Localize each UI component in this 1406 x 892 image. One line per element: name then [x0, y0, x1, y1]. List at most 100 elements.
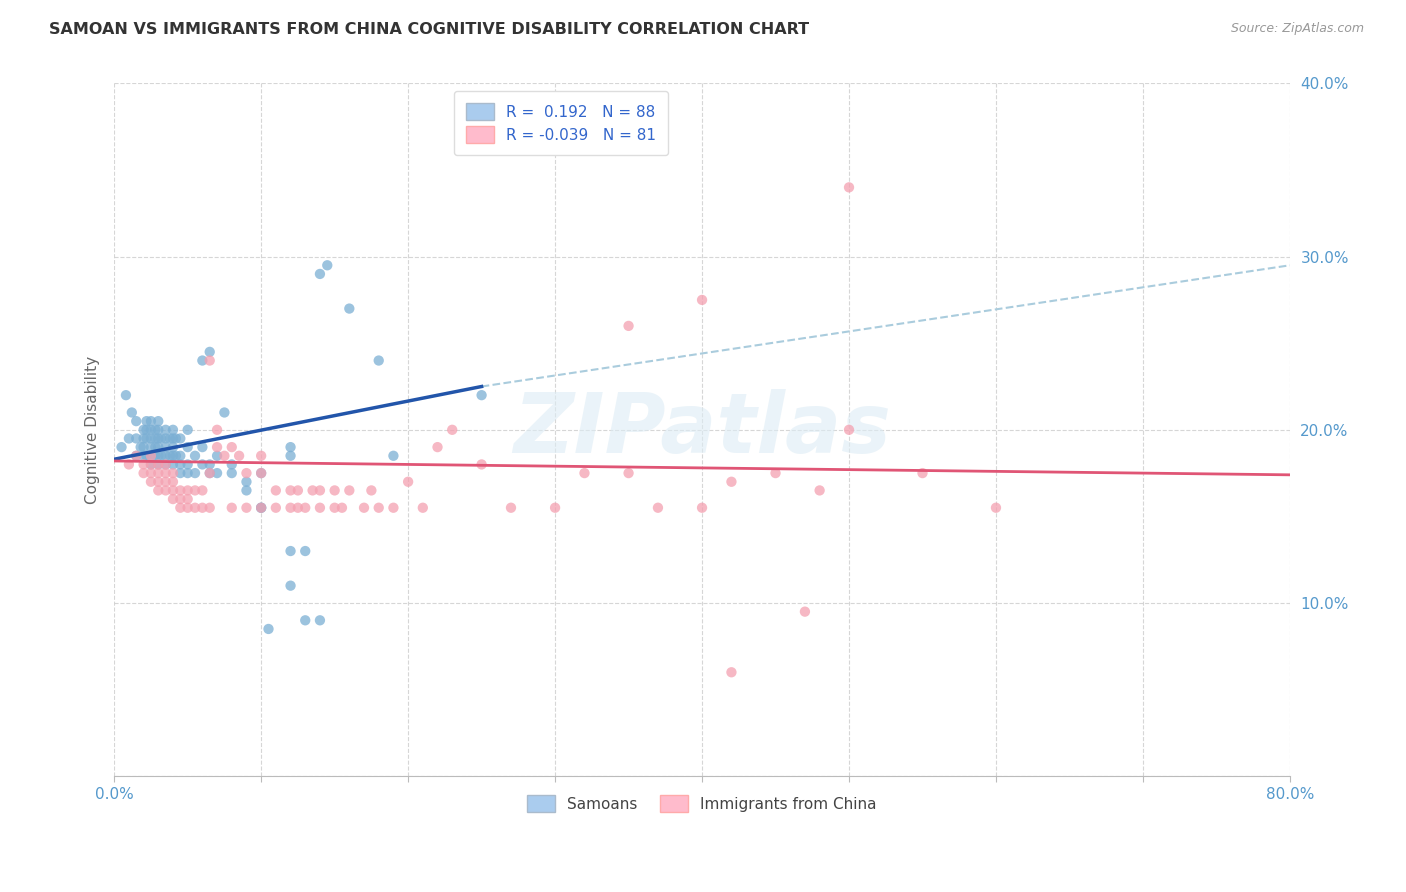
Point: [205, 423, 228, 437]
Point: [690, 500, 713, 515]
Point: [191, 440, 214, 454]
Point: [118, 458, 141, 472]
Point: [165, 449, 187, 463]
Point: [162, 466, 184, 480]
Point: [382, 500, 405, 515]
Point: [720, 665, 742, 680]
Point: [250, 449, 273, 463]
Point: [125, 449, 148, 463]
Point: [280, 449, 302, 463]
Point: [228, 449, 250, 463]
Text: ZIPatlas: ZIPatlas: [513, 389, 891, 470]
Point: [165, 432, 187, 446]
Point: [838, 180, 860, 194]
Point: [184, 500, 207, 515]
Text: Source: ZipAtlas.com: Source: ZipAtlas.com: [1230, 22, 1364, 36]
Point: [148, 432, 170, 446]
Point: [150, 449, 173, 463]
Point: [838, 423, 860, 437]
Point: [617, 318, 640, 333]
Point: [250, 500, 273, 515]
Point: [287, 500, 309, 515]
Point: [155, 432, 177, 446]
Point: [214, 405, 236, 419]
Point: [110, 440, 132, 454]
Point: [139, 440, 162, 454]
Point: [309, 483, 332, 498]
Point: [148, 483, 170, 498]
Point: [135, 432, 157, 446]
Point: [198, 458, 221, 472]
Point: [132, 440, 155, 454]
Point: [132, 432, 155, 446]
Point: [148, 414, 170, 428]
Point: [176, 466, 198, 480]
Point: [143, 423, 166, 437]
Point: [148, 449, 170, 463]
Point: [280, 483, 302, 498]
Point: [191, 483, 214, 498]
Point: [169, 500, 191, 515]
Point: [139, 449, 162, 463]
Point: [221, 500, 243, 515]
Point: [441, 423, 464, 437]
Point: [214, 449, 236, 463]
Point: [280, 440, 302, 454]
Point: [132, 423, 155, 437]
Point: [765, 466, 787, 480]
Point: [184, 466, 207, 480]
Point: [184, 483, 207, 498]
Point: [205, 449, 228, 463]
Point: [205, 466, 228, 480]
Point: [367, 500, 389, 515]
Point: [155, 423, 177, 437]
Point: [135, 414, 157, 428]
Point: [155, 466, 177, 480]
Point: [176, 440, 198, 454]
Point: [176, 483, 198, 498]
Point: [139, 414, 162, 428]
Point: [544, 500, 567, 515]
Point: [280, 544, 302, 558]
Legend: Samoans, Immigrants from China: Samoans, Immigrants from China: [515, 783, 889, 824]
Point: [235, 466, 257, 480]
Point: [148, 466, 170, 480]
Point: [162, 492, 184, 507]
Point: [132, 449, 155, 463]
Point: [176, 458, 198, 472]
Point: [191, 353, 214, 368]
Point: [139, 458, 162, 472]
Point: [280, 579, 302, 593]
Point: [155, 440, 177, 454]
Point: [148, 458, 170, 472]
Point: [294, 613, 316, 627]
Point: [148, 475, 170, 489]
Point: [162, 432, 184, 446]
Point: [323, 483, 346, 498]
Point: [647, 500, 669, 515]
Point: [125, 449, 148, 463]
Point: [264, 500, 287, 515]
Y-axis label: Cognitive Disability: Cognitive Disability: [86, 356, 100, 504]
Point: [499, 500, 522, 515]
Point: [169, 492, 191, 507]
Point: [191, 458, 214, 472]
Point: [143, 432, 166, 446]
Point: [121, 405, 143, 419]
Point: [309, 613, 332, 627]
Point: [330, 500, 353, 515]
Point: [198, 353, 221, 368]
Point: [360, 483, 382, 498]
Point: [280, 500, 302, 515]
Point: [198, 344, 221, 359]
Point: [162, 440, 184, 454]
Point: [155, 458, 177, 472]
Point: [235, 500, 257, 515]
Point: [155, 458, 177, 472]
Point: [162, 423, 184, 437]
Text: SAMOAN VS IMMIGRANTS FROM CHINA COGNITIVE DISABILITY CORRELATION CHART: SAMOAN VS IMMIGRANTS FROM CHINA COGNITIV…: [49, 22, 810, 37]
Point: [309, 267, 332, 281]
Point: [720, 475, 742, 489]
Point: [250, 466, 273, 480]
Point: [176, 423, 198, 437]
